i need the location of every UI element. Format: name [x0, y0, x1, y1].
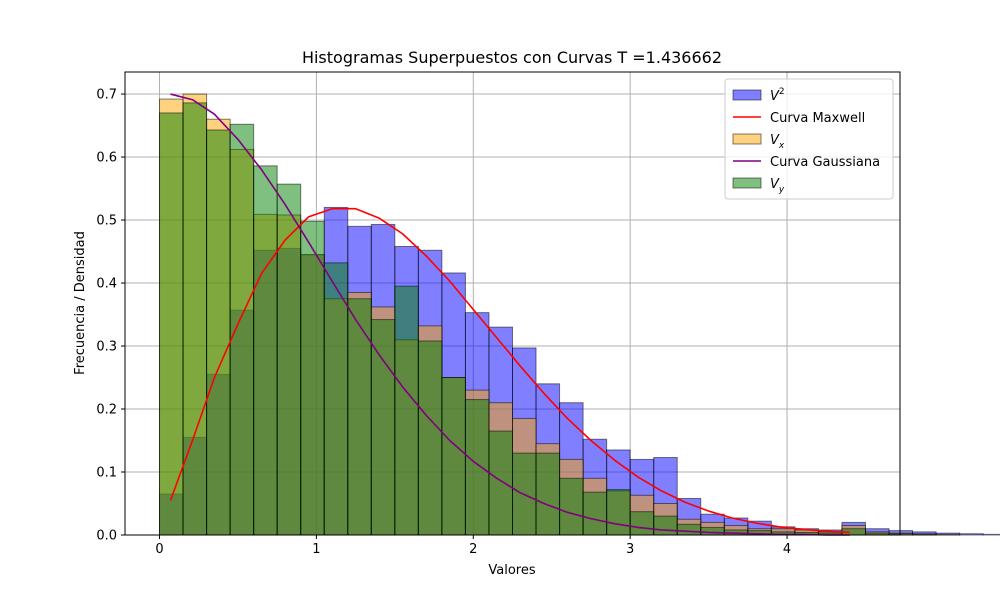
histogram-bar: [676, 523, 702, 536]
histogram-bar: [464, 399, 490, 536]
histogram-bar: [417, 340, 443, 536]
histogram-bar: [982, 533, 1000, 536]
x-axis-ticks: 0 1 2 3 4: [155, 535, 791, 557]
histogram-bar: [559, 477, 584, 536]
histogram-bar: [182, 102, 208, 536]
y-tick-label: 0.7: [96, 88, 117, 103]
legend-label: V2: [770, 87, 785, 104]
legend-label: Vy: [770, 177, 785, 195]
plot-frame: [124, 71, 901, 536]
histogram-bar: [629, 511, 655, 536]
x-tick-label: 1: [312, 542, 320, 557]
curve-line-4: [170, 93, 850, 536]
legend-label: Curva Gaussiana: [770, 155, 880, 170]
x-tick-label: 4: [783, 542, 791, 557]
y-tick-label: 0.4: [96, 277, 117, 292]
legend-label: Curva Maxwell: [770, 111, 865, 126]
legend-swatch: [732, 89, 762, 101]
histogram-bar: [159, 112, 184, 536]
histogram-bar: [700, 526, 725, 536]
legend: V2 Curva Maxwell Vx Curva Gaussiana Vy: [724, 78, 894, 200]
histogram-bar: [347, 298, 372, 536]
histogram-bar: [253, 165, 278, 536]
legend-label: Vx: [770, 133, 785, 151]
histogram-bar: [300, 220, 325, 536]
x-tick-label: 2: [469, 542, 477, 557]
x-axis-label: Valores: [488, 563, 535, 578]
curve-lines: [169, 93, 850, 536]
curve-line-3: [169, 207, 850, 534]
histogram-bar: [935, 533, 961, 536]
histogram-bar: [206, 129, 231, 536]
legend-swatch: [732, 177, 762, 189]
histogram-bar: [394, 285, 419, 536]
histogram-series-2: [159, 102, 937, 536]
histogram-bar: [959, 533, 984, 536]
x-tick-label: 3: [626, 542, 634, 557]
histogram-bar: [323, 262, 349, 536]
y-tick-label: 0.3: [96, 340, 117, 355]
y-axis-ticks: 0.0 0.1 0.2 0.3 0.4 0.5 0.6 0.7: [96, 88, 125, 544]
histogram-bar: [488, 430, 514, 536]
y-tick-label: 0.6: [96, 151, 117, 166]
y-axis-label: Frecuencia / Densidad: [73, 231, 88, 375]
histogram-bar: [582, 491, 608, 536]
histogram-bar: [535, 452, 561, 536]
histogram-bars: [159, 93, 1000, 536]
y-tick-label: 0.1: [96, 466, 117, 481]
y-tick-label: 0.5: [96, 214, 117, 229]
legend-box: [724, 78, 894, 200]
legend-swatch: [732, 133, 762, 145]
histogram-bar: [229, 123, 255, 536]
histogram-bar: [441, 377, 466, 536]
y-tick-label: 0.0: [96, 529, 117, 544]
histogram-bar: [370, 319, 396, 536]
y-tick-label: 0.2: [96, 403, 117, 418]
chart-title: Histogramas Superpuestos con Curvas T =1…: [302, 48, 722, 67]
histogram-bar: [606, 489, 631, 536]
x-tick-label: 0: [155, 542, 163, 557]
histogram-bar: [912, 533, 937, 536]
histogram-bar: [653, 515, 678, 536]
